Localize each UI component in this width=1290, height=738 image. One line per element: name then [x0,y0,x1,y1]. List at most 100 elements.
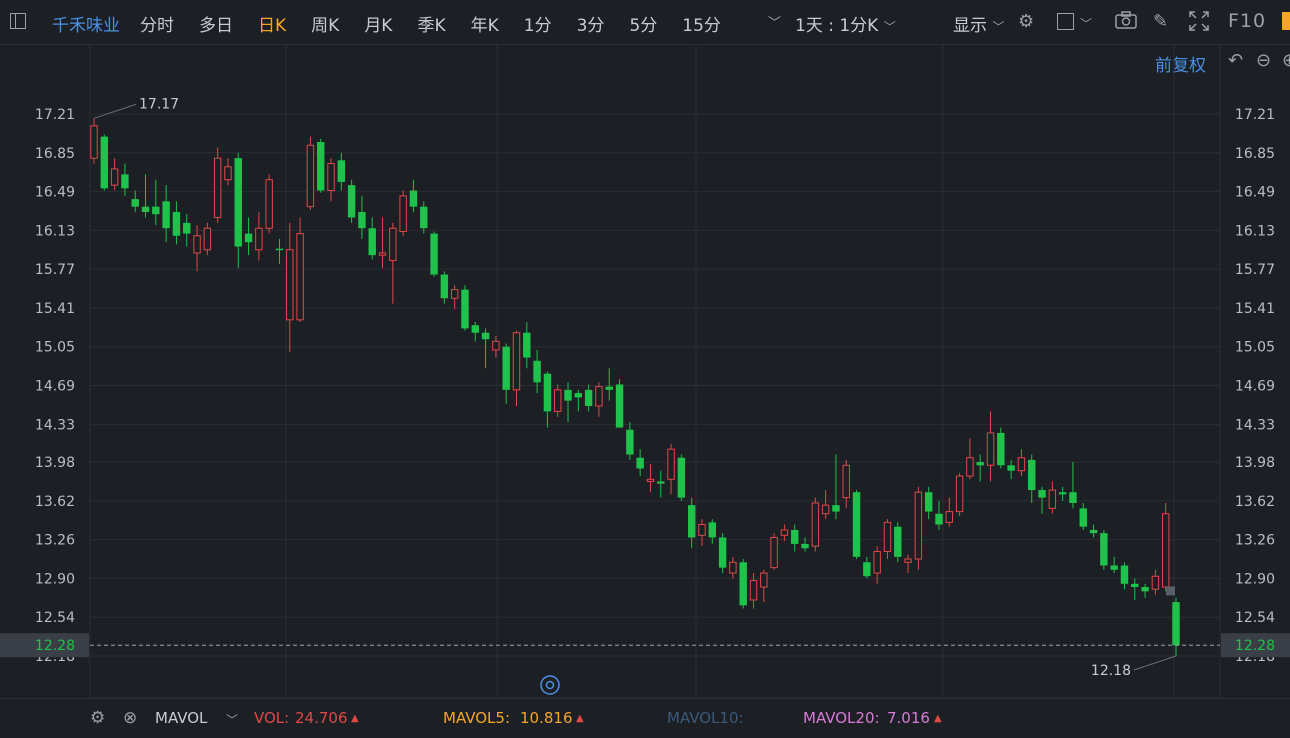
stock-name[interactable]: 千禾味业 [52,16,120,36]
tab-yearly-k[interactable]: 年K [470,16,499,36]
layout-icon[interactable] [1057,13,1074,30]
candle [1048,481,1057,514]
candle [461,285,469,331]
tab-monthly-k[interactable]: 月K [364,16,393,36]
candle-body [894,526,902,557]
chevron-down-icon[interactable]: ﹀ [768,16,782,31]
candle [162,185,170,243]
chevron-down-icon[interactable]: ﹀ [226,713,239,727]
candle-body [193,235,201,254]
y-tick-label: 16.49 [35,185,75,201]
y-tick-label: 14.33 [1235,417,1275,433]
candle-body [533,360,541,383]
candle-body [646,478,655,482]
tab-quarterly-k[interactable]: 季K [417,16,446,36]
pencil-icon[interactable]: ✎ [1153,11,1169,32]
y-tick-label: 12.54 [1235,610,1275,626]
candle [863,556,871,579]
candle [636,449,644,477]
indicator-close-icon[interactable]: ⊗ [123,708,138,728]
candle-body [832,505,840,512]
candle-body [904,558,912,563]
candle [1079,502,1087,530]
candle-body [213,157,222,218]
candle-body [801,543,809,549]
y-tick-label: 13.98 [35,455,75,471]
vol-value: 24.706 [295,709,348,727]
gear-icon[interactable]: ⚙ [1018,11,1035,32]
chevron-down-icon: ﹀ [992,20,1005,34]
grid [89,44,1221,698]
tab-daily-k[interactable]: 日K [258,16,287,36]
candle-body [224,166,232,181]
tab-3min[interactable]: 3分 [576,16,605,36]
y-tick-label: 15.77 [35,262,75,278]
period-selector[interactable]: 1天 : 1分K ﹀ [795,11,896,36]
candle-body [554,389,562,412]
y-tick-label: 15.77 [1235,262,1275,278]
candlestick-chart[interactable]: 17.21 16.85 16.49 16.13 15.77 15.41 15.05 14.69… [0,44,1290,698]
candle [667,443,675,495]
side-panel-handle[interactable] [1282,12,1290,30]
candle-body [492,340,500,351]
sidebar-toggle-icon[interactable] [10,13,26,29]
candle [821,490,830,520]
candle-body [1110,565,1118,570]
tab-1min[interactable]: 1分 [523,16,552,36]
camera-icon[interactable] [1115,11,1137,34]
candle [554,384,562,417]
candle [1120,562,1129,590]
candle-body [543,373,552,412]
candle [955,472,964,516]
mavol5-value: 10.816 [520,709,573,727]
candle [935,500,943,530]
candle [347,179,356,223]
candle [265,174,273,234]
candle-body [873,550,881,574]
candle-body [1120,565,1129,584]
candle-body [275,248,284,251]
tab-multiday[interactable]: 多日 [199,16,233,36]
candle-body [687,505,696,538]
candle-body [1007,465,1015,471]
chevron-down-icon[interactable]: ﹀ [1080,17,1093,31]
candle-body [1017,457,1026,472]
candle-body [1161,513,1170,588]
candle [791,524,799,552]
y-tick-label: 15.05 [1235,340,1275,356]
candle-body [1079,508,1087,527]
f10-button[interactable]: F10 [1228,10,1267,32]
candle [698,519,706,547]
zoom-out-icon[interactable]: ⊖ [1256,50,1272,71]
current-price-label: 12.28 [1235,638,1275,654]
candle [327,158,335,202]
fullscreen-icon[interactable] [1189,11,1209,36]
y-axis-right: 17.21 16.85 16.49 16.13 15.77 15.41 15.05 14.69… [1235,107,1275,665]
tab-5min[interactable]: 5分 [629,16,658,36]
candle [739,559,747,609]
candle [966,438,974,480]
candle [687,497,696,549]
candle-body [636,457,644,469]
adjust-mode-label[interactable]: 前复权 [1155,56,1206,76]
candle [883,519,892,560]
candle-body [986,432,995,466]
zoom-in-icon[interactable]: ⊕ [1282,50,1290,71]
display-menu[interactable]: 显示 ﹀ [953,11,1004,36]
tab-15min[interactable]: 15分 [682,16,721,36]
candle-body [152,206,160,215]
candle [801,537,809,552]
y-tick-label: 16.85 [1235,146,1275,162]
tab-intraday[interactable]: 分时 [140,16,174,36]
candle-body [316,142,325,191]
candle [1131,578,1139,600]
undo-icon[interactable]: ↶ [1228,50,1244,71]
indicator-settings-icon[interactable]: ⚙ [90,708,106,728]
display-label: 显示 [953,16,987,36]
candle-body [584,389,593,407]
tab-weekly-k[interactable]: 周K [311,16,340,36]
candle [1069,462,1077,509]
indicator-name[interactable]: MAVOL [155,709,208,727]
candle [255,212,263,261]
toolbar: 千禾味业 分时 多日 日K 周K 月K 季K 年K 1分 3分 5分 15分 ﹀… [0,0,1290,45]
